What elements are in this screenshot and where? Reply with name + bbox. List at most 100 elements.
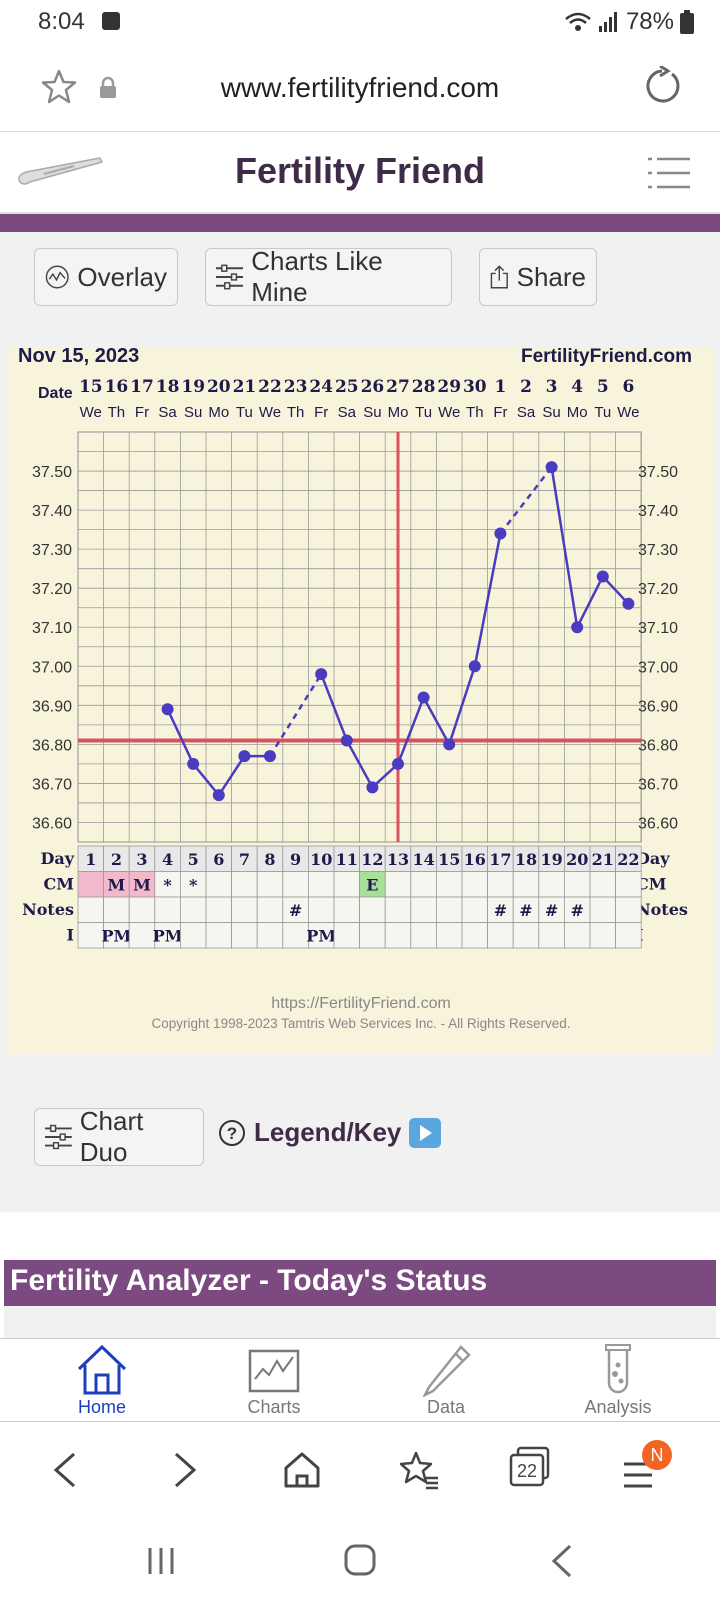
chart-duo-button[interactable]: Chart Duo — [34, 1106, 204, 1167]
i-row-cell — [359, 922, 386, 949]
tab-data[interactable]: Data — [386, 1343, 506, 1418]
tabs-button[interactable]: 22 — [508, 1446, 552, 1490]
charts-like-mine-button[interactable]: Charts Like Mine — [205, 246, 452, 307]
bookmarks-icon[interactable] — [398, 1450, 440, 1490]
weekday-label: Mo — [388, 404, 409, 421]
play-icon — [409, 1117, 442, 1148]
status-indicators: 78% — [564, 8, 694, 36]
temp-line — [217, 755, 246, 796]
day-row-cell — [589, 845, 617, 872]
cm-row-cell — [333, 871, 361, 898]
chart-icon — [248, 1349, 300, 1393]
day-row-cell — [154, 845, 181, 872]
header-accent-bar — [0, 214, 720, 232]
share-button[interactable]: Share — [479, 248, 597, 306]
legend-key-link[interactable]: ? Legend/Key — [218, 1117, 442, 1148]
bbt-chart: Nov 15, 2023 FertilityFriend.com Date 15 We 1… — [8, 348, 714, 1054]
y-tick-left: 37.10 — [32, 620, 72, 637]
temp-point — [392, 757, 404, 770]
home-page-icon[interactable] — [282, 1450, 322, 1490]
date-label: 28 — [412, 377, 436, 397]
day-row-cell — [307, 845, 335, 872]
browser-url-bar: www.fertilityfriend.com — [0, 44, 720, 132]
day-row-value: 5 — [188, 850, 199, 869]
notes-row-value: # — [545, 901, 558, 920]
date-label: 4 — [571, 377, 583, 397]
url-text[interactable]: www.fertilityfriend.com — [220, 72, 500, 103]
reload-icon[interactable] — [642, 66, 682, 106]
notes-row-cell — [231, 896, 258, 923]
forward-icon[interactable] — [170, 1450, 200, 1490]
y-tick-left: 37.30 — [32, 542, 72, 559]
day-row-value: 10 — [310, 850, 332, 869]
tab-charts[interactable]: Charts — [214, 1343, 334, 1418]
day-row-value: 6 — [213, 850, 224, 869]
day-row-value: 19 — [540, 850, 562, 869]
i-row-value: PM — [153, 927, 183, 946]
signal-icon — [598, 12, 617, 32]
i-row-cell — [256, 922, 284, 949]
overlay-button[interactable]: Overlay — [34, 248, 178, 306]
notes-row-cell — [333, 896, 361, 923]
system-back-icon[interactable] — [550, 1544, 574, 1578]
cm-row-cell — [461, 871, 489, 898]
battery-percent: 78% — [625, 8, 674, 35]
day-row-value: 8 — [264, 850, 275, 869]
cm-row-cell — [589, 871, 617, 898]
home-icon — [77, 1344, 127, 1395]
cm-row-label-right: CM — [636, 875, 666, 894]
cm-row-cell — [384, 871, 412, 898]
weekday-label: We — [259, 404, 281, 421]
battery-icon — [680, 10, 694, 34]
y-tick-left: 36.90 — [32, 698, 72, 715]
temp-line — [448, 665, 476, 745]
browser-menu-button[interactable]: N — [622, 1440, 672, 1500]
cm-row-cell — [307, 871, 335, 898]
i-row-cell — [282, 922, 309, 949]
temp-point — [315, 668, 328, 681]
temp-line-dashed — [499, 466, 553, 535]
i-row-cell — [307, 922, 335, 949]
fertility-analyzer-header: Fertility Analyzer - Today's Status — [4, 1260, 716, 1306]
overlay-label: Overlay — [77, 261, 167, 292]
date-label: 19 — [181, 377, 205, 397]
y-tick-right: 36.80 — [638, 737, 678, 754]
y-tick-left: 37.40 — [32, 503, 72, 520]
notes-row-cell — [205, 896, 233, 923]
weekday-label: Mo — [567, 404, 588, 421]
hamburger-menu-icon[interactable] — [648, 156, 690, 190]
tab-home[interactable]: Home — [42, 1343, 162, 1418]
i-row-cell — [435, 922, 463, 949]
temp-line — [166, 708, 195, 765]
date-label: 2 — [520, 377, 532, 397]
date-label: 15 — [79, 377, 103, 397]
bookmark-star-icon[interactable] — [40, 68, 78, 106]
wifi-icon — [565, 12, 591, 31]
menu-badge: N — [642, 1440, 672, 1470]
notes-row-label: Notes — [22, 900, 74, 919]
i-row-cell — [410, 922, 437, 949]
cm-row-cell — [615, 871, 642, 898]
tab-analysis[interactable]: Analysis — [558, 1343, 678, 1418]
notes-row-cell — [538, 896, 565, 923]
day-row-cell — [538, 845, 565, 872]
weekday-label: Su — [363, 404, 381, 421]
temp-point — [264, 750, 276, 763]
tab-analysis-label: Analysis — [584, 1397, 652, 1417]
y-tick-left: 37.00 — [32, 659, 72, 676]
cm-row-value: E — [366, 876, 378, 895]
notes-row-cell — [282, 896, 309, 923]
pencil-icon — [422, 1345, 471, 1397]
notes-row-cell — [461, 896, 489, 923]
temp-point — [238, 750, 251, 763]
app-header: Fertility Friend — [0, 132, 720, 214]
temp-point — [161, 703, 174, 716]
notes-row-cell — [564, 896, 591, 923]
system-home-icon[interactable] — [344, 1544, 376, 1576]
y-tick-left: 36.80 — [32, 737, 72, 754]
back-icon[interactable] — [50, 1450, 80, 1490]
temp-point — [468, 660, 481, 673]
weekday-label: Sa — [517, 404, 536, 421]
cm-row-cell — [435, 871, 463, 898]
recent-apps-icon[interactable] — [146, 1546, 176, 1576]
